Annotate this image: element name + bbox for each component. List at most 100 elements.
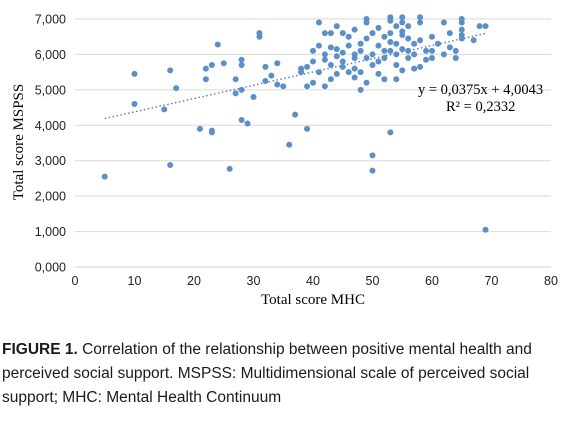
data-point — [161, 106, 168, 113]
data-point — [357, 69, 364, 76]
data-point — [458, 31, 465, 38]
data-point — [399, 19, 406, 26]
data-point — [321, 56, 328, 63]
r-squared-label: R² = 0,2332 — [446, 99, 515, 115]
data-point — [274, 81, 281, 88]
data-point — [405, 23, 412, 30]
trendline — [104, 32, 486, 120]
data-point — [262, 63, 269, 70]
data-point — [232, 90, 239, 97]
data-point — [202, 65, 209, 72]
y-tick-label: 6,000 — [35, 48, 66, 62]
x-axis-label: Total score MHC — [261, 292, 365, 308]
data-point — [339, 30, 346, 37]
data-point — [363, 54, 370, 61]
y-tick-label: 2,000 — [35, 190, 66, 204]
data-point — [250, 93, 257, 100]
data-point — [423, 47, 430, 54]
data-point — [226, 165, 233, 172]
data-point — [315, 19, 322, 26]
data-point — [357, 47, 364, 54]
data-point — [393, 23, 400, 30]
scatter-chart: 0,000 1,000 2,000 3,000 4,000 5,000 6,000 7,000… — [11, 13, 558, 309]
data-point — [202, 76, 209, 83]
y-tick-label: 3,000 — [35, 154, 66, 168]
data-point — [417, 14, 424, 21]
data-point — [304, 83, 311, 90]
data-point — [434, 40, 441, 47]
data-point — [345, 33, 352, 40]
data-point — [232, 76, 239, 83]
data-point — [458, 16, 465, 22]
data-point — [315, 42, 322, 49]
data-point — [399, 28, 406, 35]
data-point — [440, 19, 447, 26]
data-point — [333, 70, 340, 77]
y-tick-label: 4,000 — [35, 119, 66, 133]
data-point — [196, 125, 203, 132]
data-point — [327, 62, 334, 69]
data-point — [381, 76, 388, 83]
data-point — [405, 35, 412, 42]
data-point — [393, 62, 400, 69]
data-point — [369, 30, 376, 37]
data-point — [458, 26, 465, 33]
x-tick-label: 80 — [544, 274, 558, 288]
data-point — [381, 47, 388, 54]
data-point — [417, 37, 424, 44]
grid-lines — [75, 18, 551, 233]
x-tick-label: 10 — [128, 274, 142, 288]
data-point — [381, 33, 388, 40]
data-point — [417, 63, 424, 70]
data-point — [411, 51, 418, 58]
data-point — [304, 125, 311, 132]
data-point — [274, 60, 281, 67]
data-point — [387, 39, 394, 46]
data-point — [393, 40, 400, 47]
data-point — [482, 23, 489, 30]
data-point — [321, 83, 328, 90]
data-point — [381, 54, 388, 61]
data-point — [256, 30, 263, 37]
data-point — [208, 129, 215, 136]
data-point — [357, 40, 364, 47]
data-point — [351, 65, 358, 72]
data-point — [339, 63, 346, 70]
data-point — [167, 161, 174, 168]
data-point — [411, 40, 418, 47]
data-point — [363, 79, 370, 86]
x-tick-label: 20 — [187, 274, 201, 288]
data-point — [173, 85, 180, 92]
data-point — [304, 63, 311, 70]
data-point — [387, 30, 394, 37]
data-point — [345, 42, 352, 49]
data-point — [286, 141, 293, 148]
data-point — [321, 51, 328, 58]
data-point — [393, 51, 400, 58]
data-point — [167, 67, 174, 74]
x-tick-label: 40 — [306, 274, 320, 288]
data-point — [363, 35, 370, 42]
data-point — [399, 67, 406, 74]
data-point — [446, 30, 453, 37]
data-point — [310, 79, 316, 86]
data-point — [315, 69, 322, 76]
x-tick-label: 60 — [425, 274, 439, 288]
data-point — [238, 62, 245, 69]
y-tick-label: 1,000 — [35, 225, 66, 239]
data-point — [280, 83, 287, 90]
data-point — [440, 51, 447, 58]
x-tick-label: 0 — [72, 274, 79, 288]
data-point — [452, 54, 459, 61]
data-point — [393, 76, 400, 83]
data-point — [375, 58, 382, 65]
data-point — [131, 101, 138, 108]
data-point — [375, 24, 382, 31]
y-tick-label: 5,000 — [35, 83, 66, 97]
data-point — [321, 30, 328, 37]
data-points — [101, 14, 489, 233]
data-point — [292, 111, 299, 118]
data-point — [387, 129, 394, 136]
data-point — [339, 49, 346, 56]
